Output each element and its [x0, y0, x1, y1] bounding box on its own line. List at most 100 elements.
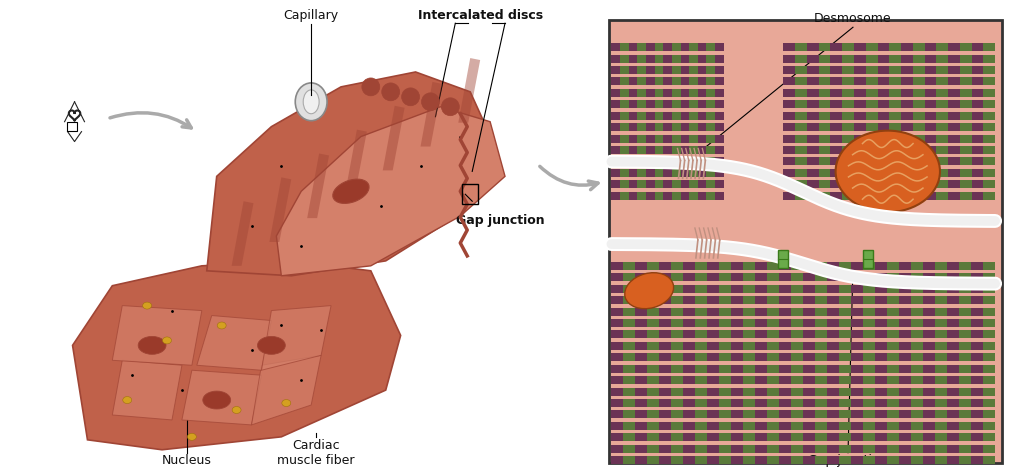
- Bar: [646, 180, 655, 188]
- Bar: [983, 422, 996, 430]
- Bar: [854, 192, 865, 200]
- Bar: [959, 445, 971, 453]
- Bar: [948, 123, 960, 131]
- Bar: [818, 100, 831, 108]
- Bar: [831, 43, 842, 51]
- Polygon shape: [72, 261, 401, 450]
- Bar: [947, 399, 959, 407]
- Bar: [708, 296, 720, 304]
- Bar: [815, 319, 828, 327]
- Bar: [911, 410, 923, 418]
- Bar: [851, 376, 863, 384]
- Bar: [768, 285, 780, 293]
- Bar: [720, 330, 731, 338]
- Bar: [924, 55, 937, 62]
- Bar: [647, 353, 660, 361]
- Bar: [695, 307, 708, 316]
- Bar: [803, 376, 815, 384]
- Bar: [924, 192, 937, 200]
- Bar: [948, 146, 960, 154]
- Bar: [947, 342, 959, 350]
- Bar: [612, 89, 620, 97]
- Bar: [851, 445, 863, 453]
- Bar: [612, 273, 623, 281]
- Bar: [983, 262, 996, 270]
- Bar: [731, 410, 743, 418]
- Bar: [842, 180, 854, 188]
- Bar: [851, 262, 863, 270]
- Bar: [960, 169, 971, 177]
- Bar: [672, 135, 680, 142]
- Bar: [755, 273, 768, 281]
- Polygon shape: [251, 355, 321, 425]
- Bar: [731, 353, 743, 361]
- Bar: [671, 296, 683, 304]
- Bar: [971, 285, 983, 293]
- Bar: [780, 387, 791, 396]
- Bar: [851, 387, 863, 396]
- Bar: [839, 319, 851, 327]
- Ellipse shape: [217, 322, 226, 329]
- Bar: [780, 319, 791, 327]
- Bar: [971, 445, 983, 453]
- Bar: [715, 100, 724, 108]
- Bar: [680, 169, 689, 177]
- Bar: [983, 192, 996, 200]
- Bar: [629, 55, 637, 62]
- Bar: [803, 273, 815, 281]
- Bar: [706, 89, 715, 97]
- Bar: [791, 445, 803, 453]
- Polygon shape: [232, 201, 253, 266]
- Bar: [697, 158, 706, 166]
- Bar: [720, 285, 731, 293]
- Bar: [647, 433, 660, 441]
- Bar: [672, 180, 680, 188]
- Bar: [936, 422, 947, 430]
- Bar: [839, 445, 851, 453]
- Bar: [911, 353, 923, 361]
- Bar: [795, 135, 807, 142]
- Bar: [743, 307, 755, 316]
- Bar: [768, 296, 780, 304]
- Bar: [660, 319, 671, 327]
- Bar: [646, 112, 655, 119]
- Bar: [839, 330, 851, 338]
- Bar: [936, 456, 947, 464]
- Bar: [612, 422, 623, 430]
- Bar: [795, 123, 807, 131]
- Bar: [635, 330, 647, 338]
- Bar: [854, 180, 865, 188]
- Bar: [706, 146, 715, 154]
- Bar: [947, 330, 959, 338]
- Bar: [708, 262, 720, 270]
- Bar: [911, 399, 923, 407]
- Bar: [937, 135, 948, 142]
- Bar: [612, 192, 620, 200]
- Bar: [755, 456, 768, 464]
- Bar: [971, 135, 983, 142]
- Bar: [706, 135, 715, 142]
- Bar: [983, 456, 996, 464]
- Bar: [689, 112, 697, 119]
- Bar: [755, 342, 768, 350]
- Bar: [623, 319, 635, 327]
- Bar: [620, 123, 629, 131]
- Bar: [720, 387, 731, 396]
- Bar: [899, 342, 911, 350]
- Bar: [791, 285, 803, 293]
- Bar: [839, 365, 851, 373]
- Bar: [807, 123, 818, 131]
- Bar: [708, 399, 720, 407]
- Bar: [646, 135, 655, 142]
- Bar: [720, 376, 731, 384]
- Bar: [839, 342, 851, 350]
- Bar: [865, 169, 878, 177]
- Bar: [637, 43, 646, 51]
- Bar: [803, 410, 815, 418]
- Bar: [911, 376, 923, 384]
- Bar: [865, 180, 878, 188]
- Bar: [863, 285, 875, 293]
- Bar: [612, 55, 620, 62]
- Bar: [664, 112, 672, 119]
- Bar: [854, 158, 865, 166]
